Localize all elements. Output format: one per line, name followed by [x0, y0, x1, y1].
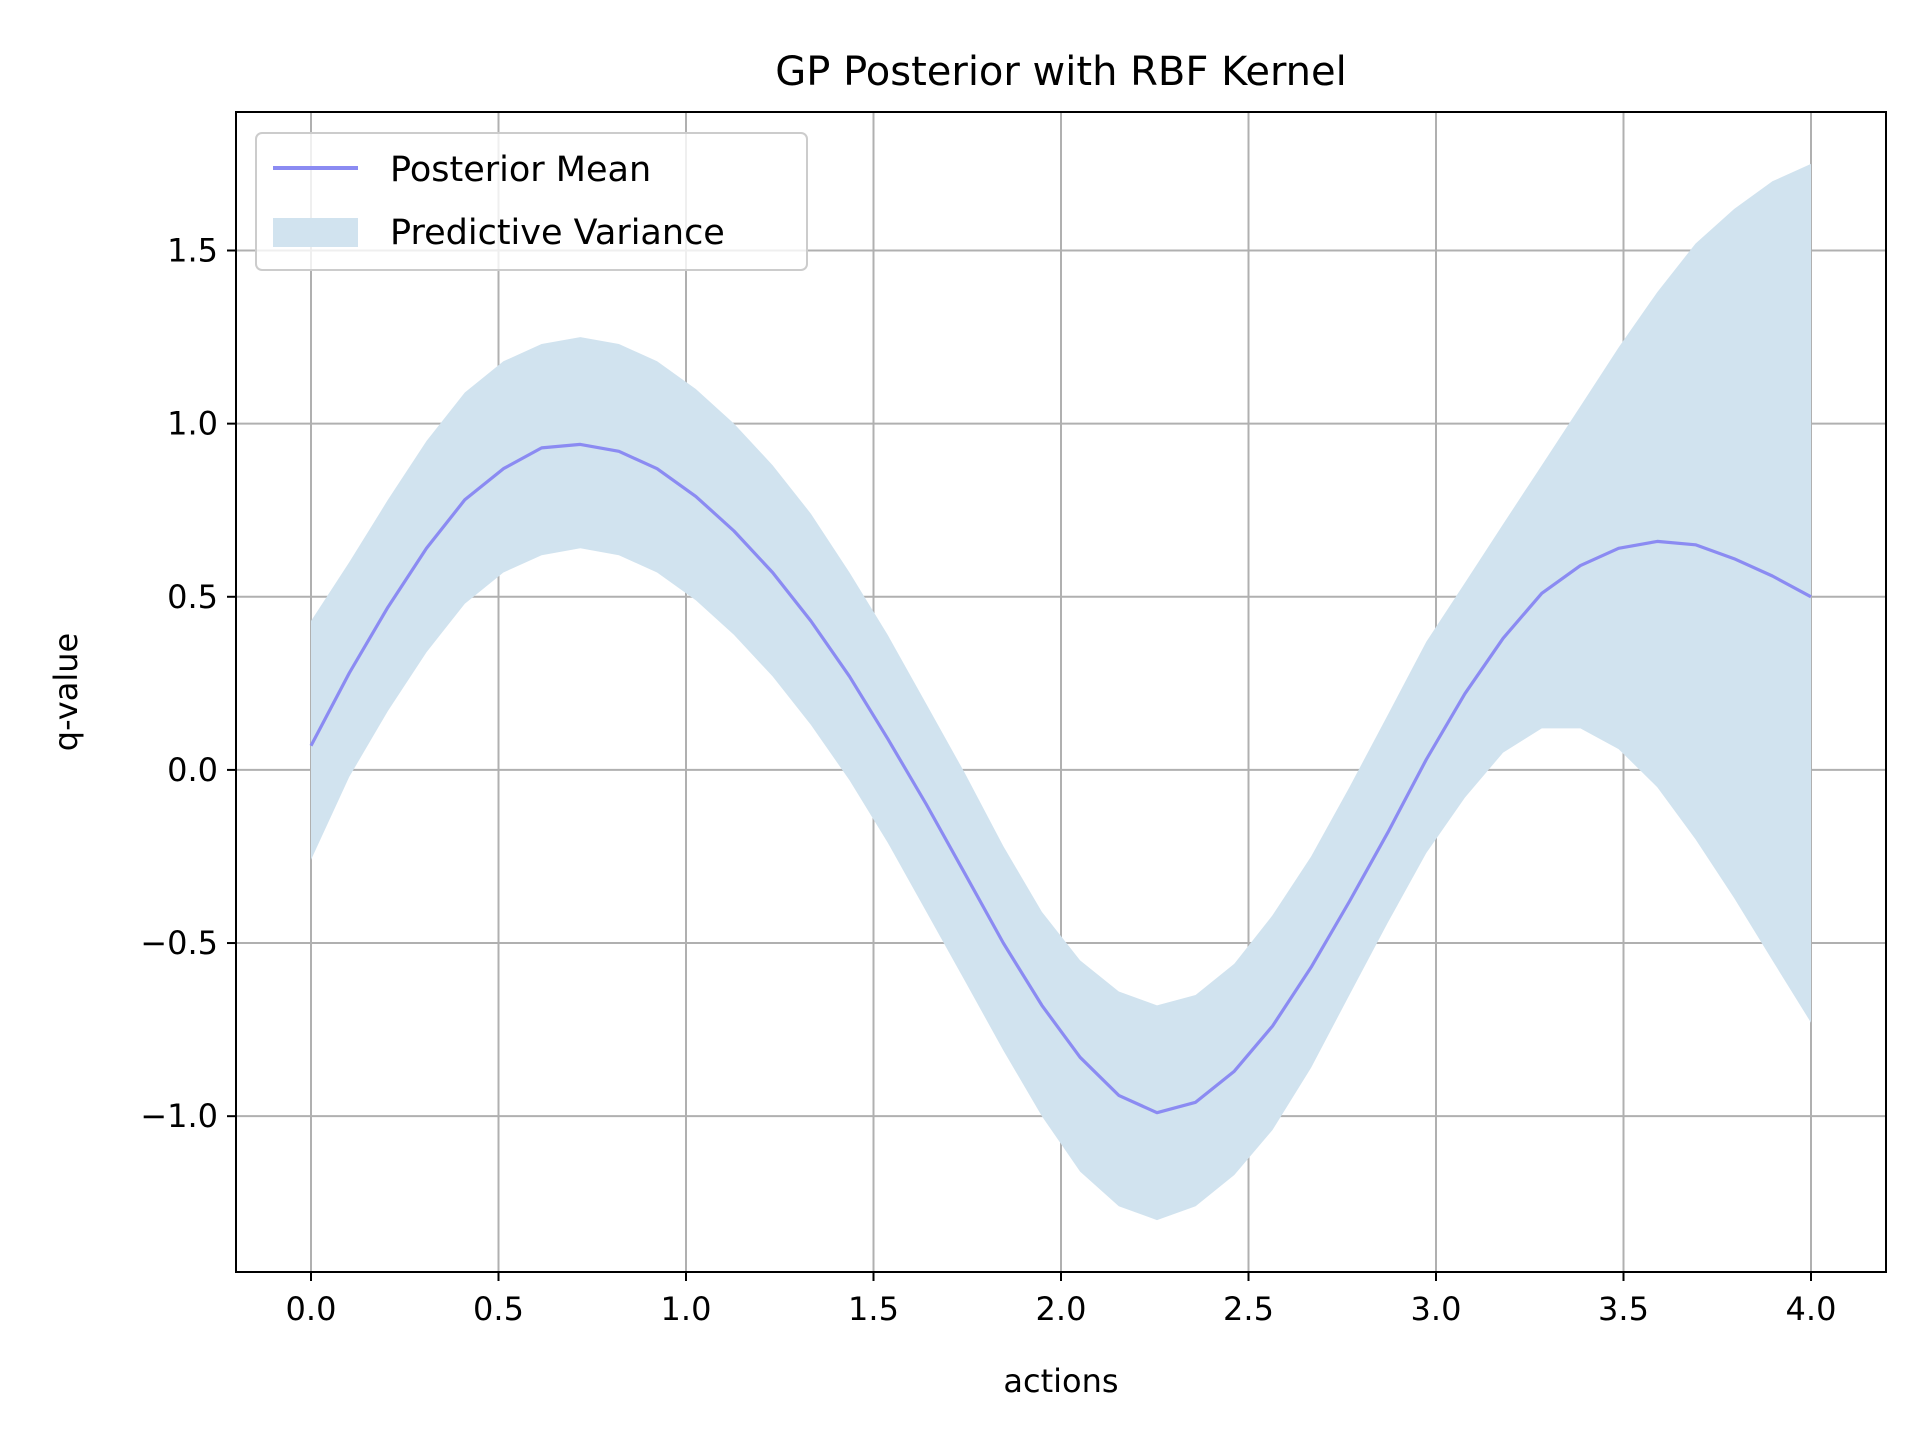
x-tick-label: 0.0: [286, 1290, 337, 1328]
y-tick-label: −1.0: [140, 1097, 218, 1135]
legend-label-predictive-variance: Predictive Variance: [390, 213, 725, 253]
legend-box: [255, 132, 808, 271]
x-tick-label: 2.0: [1036, 1290, 1087, 1328]
y-axis-title: q-value: [47, 633, 85, 751]
x-tick-label: 3.5: [1598, 1290, 1649, 1328]
legend-label-posterior-mean: Posterior Mean: [390, 150, 651, 190]
axis-ticks: 0.0 0.5 1.0 1.5 2.0 2.5 3.0 3.5 4.0 −1.0 −0.5 0.0 0.…: [140, 232, 1836, 1328]
x-tick-label: 1.0: [661, 1290, 712, 1328]
x-tick-label: 4.0: [1786, 1290, 1837, 1328]
posterior-mean-line: [309, 442, 1812, 1115]
y-tick-label: 0.5: [167, 578, 218, 616]
predictive-variance-band: [311, 163, 1811, 1221]
y-tick-label: −0.5: [140, 924, 218, 962]
legend-swatch-predictive-variance: [273, 218, 358, 247]
x-tick-label: 0.5: [473, 1290, 524, 1328]
y-tick-label: 0.0: [167, 751, 218, 789]
legend: Posterior Mean Predictive Variance: [255, 132, 808, 271]
x-tick-label: 3.0: [1411, 1290, 1462, 1328]
y-tick-label: 1.0: [167, 405, 218, 443]
chart-title: GP Posterior with RBF Kernel: [775, 49, 1347, 95]
y-tick-label: 1.5: [167, 232, 218, 270]
x-tick-label: 1.5: [848, 1290, 899, 1328]
x-axis-title: actions: [1003, 1362, 1118, 1400]
x-tick-label: 2.5: [1223, 1290, 1274, 1328]
